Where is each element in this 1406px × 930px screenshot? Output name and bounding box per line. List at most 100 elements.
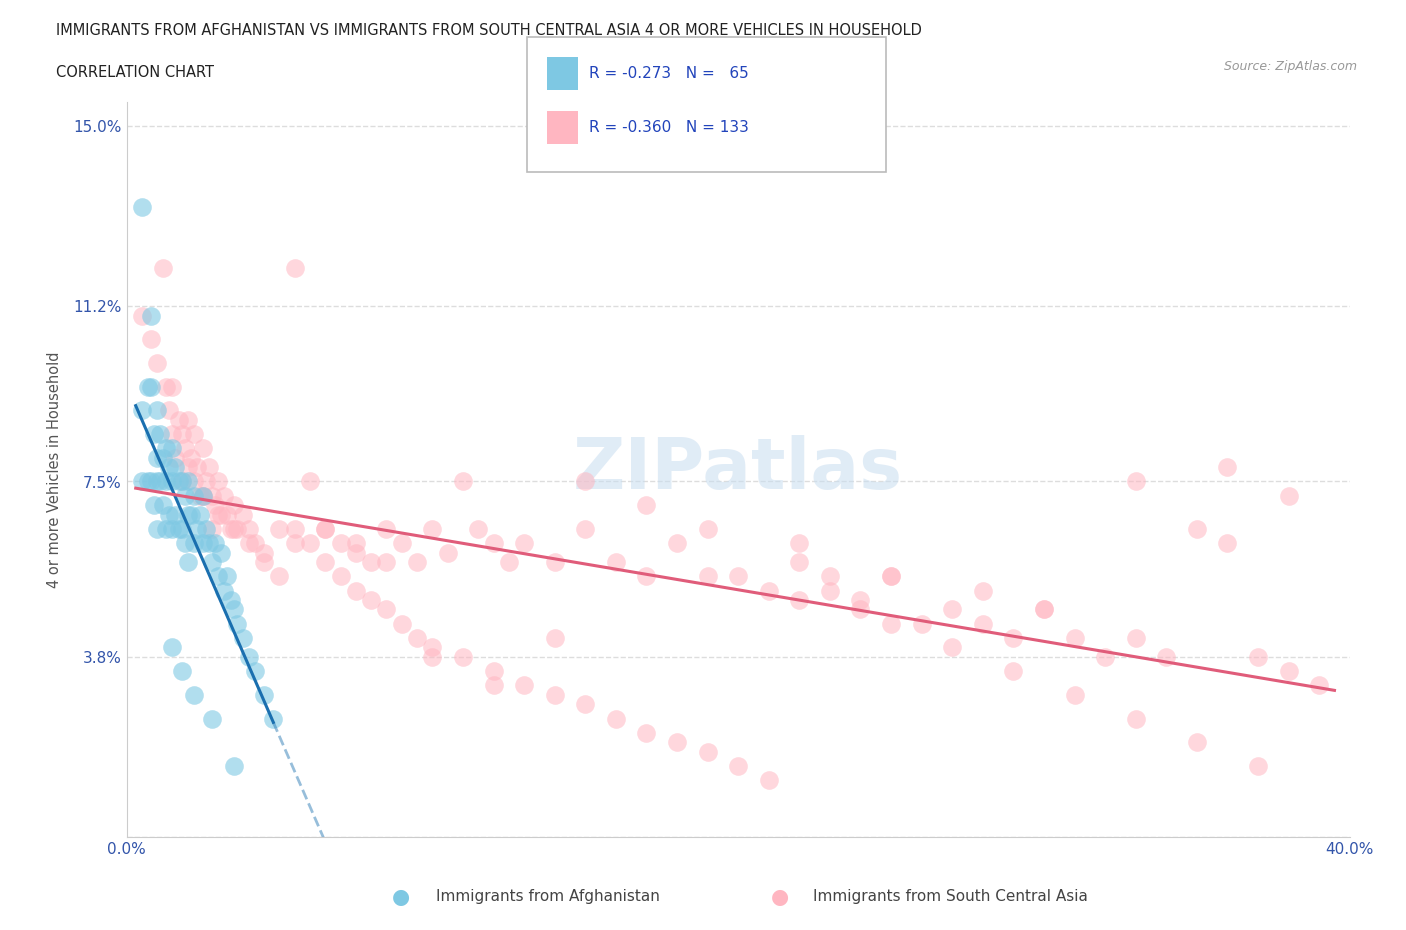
- Point: [849, 592, 872, 607]
- Point: [787, 592, 810, 607]
- Text: R = -0.360   N = 133: R = -0.360 N = 133: [589, 120, 749, 135]
- Point: [177, 554, 200, 569]
- Point: [1277, 664, 1299, 679]
- Point: [173, 441, 195, 456]
- Point: [482, 678, 505, 693]
- Text: ●: ●: [392, 886, 409, 907]
- Point: [696, 744, 718, 759]
- Text: Immigrants from Afghanistan: Immigrants from Afghanistan: [436, 889, 659, 904]
- Point: [155, 441, 177, 456]
- Point: [972, 583, 994, 598]
- Point: [574, 474, 596, 489]
- Point: [139, 379, 162, 394]
- Point: [170, 522, 193, 537]
- Point: [204, 498, 226, 512]
- Point: [177, 474, 200, 489]
- Point: [696, 522, 718, 537]
- Point: [155, 379, 177, 394]
- Point: [195, 474, 218, 489]
- Point: [222, 522, 245, 537]
- Point: [183, 488, 205, 503]
- Point: [269, 522, 291, 537]
- Point: [727, 569, 749, 584]
- Point: [605, 554, 627, 569]
- Point: [131, 474, 153, 489]
- Point: [451, 649, 474, 664]
- Point: [183, 427, 205, 442]
- Point: [177, 459, 200, 474]
- Point: [217, 569, 239, 584]
- Point: [451, 474, 474, 489]
- Point: [543, 554, 565, 569]
- Point: [167, 522, 190, 537]
- Point: [543, 631, 565, 645]
- Point: [162, 379, 184, 394]
- Point: [1185, 522, 1208, 537]
- Point: [1247, 649, 1270, 664]
- Point: [191, 441, 214, 456]
- Point: [513, 536, 536, 551]
- Point: [183, 536, 205, 551]
- Point: [391, 617, 413, 631]
- Point: [253, 554, 276, 569]
- Point: [787, 536, 810, 551]
- Point: [214, 488, 236, 503]
- Point: [375, 522, 398, 537]
- Point: [214, 583, 236, 598]
- Point: [162, 427, 184, 442]
- Point: [467, 522, 489, 537]
- Point: [165, 459, 187, 474]
- Point: [238, 649, 260, 664]
- Point: [152, 260, 174, 275]
- Point: [253, 687, 276, 702]
- Point: [201, 488, 224, 503]
- Point: [849, 602, 872, 617]
- Point: [136, 474, 159, 489]
- Point: [131, 403, 153, 418]
- Point: [157, 403, 180, 418]
- Point: [177, 412, 200, 427]
- Point: [165, 450, 187, 465]
- Point: [375, 602, 398, 617]
- Point: [149, 474, 172, 489]
- Point: [167, 474, 190, 489]
- Point: [299, 474, 322, 489]
- Point: [666, 536, 689, 551]
- Point: [139, 332, 162, 347]
- Point: [436, 545, 458, 560]
- Text: R = -0.273   N =   65: R = -0.273 N = 65: [589, 66, 749, 81]
- Point: [238, 536, 260, 551]
- Point: [243, 664, 266, 679]
- Point: [1033, 602, 1056, 617]
- Point: [329, 536, 352, 551]
- Point: [314, 522, 336, 537]
- Point: [1063, 631, 1085, 645]
- Point: [314, 522, 336, 537]
- Point: [152, 498, 174, 512]
- Point: [162, 441, 184, 456]
- Point: [1277, 488, 1299, 503]
- Point: [941, 640, 963, 655]
- Point: [162, 522, 184, 537]
- Point: [482, 664, 505, 679]
- Point: [201, 522, 224, 537]
- Point: [232, 507, 254, 522]
- Point: [201, 711, 224, 726]
- Point: [406, 554, 429, 569]
- Point: [1125, 631, 1147, 645]
- Point: [173, 536, 195, 551]
- Point: [139, 474, 162, 489]
- Point: [1308, 678, 1330, 693]
- Point: [180, 450, 202, 465]
- Point: [222, 759, 245, 774]
- Point: [269, 569, 291, 584]
- Point: [498, 554, 520, 569]
- Point: [157, 507, 180, 522]
- Point: [238, 522, 260, 537]
- Point: [1216, 459, 1239, 474]
- Point: [232, 631, 254, 645]
- Point: [543, 687, 565, 702]
- Point: [375, 554, 398, 569]
- Point: [574, 697, 596, 711]
- Text: ●: ●: [772, 886, 789, 907]
